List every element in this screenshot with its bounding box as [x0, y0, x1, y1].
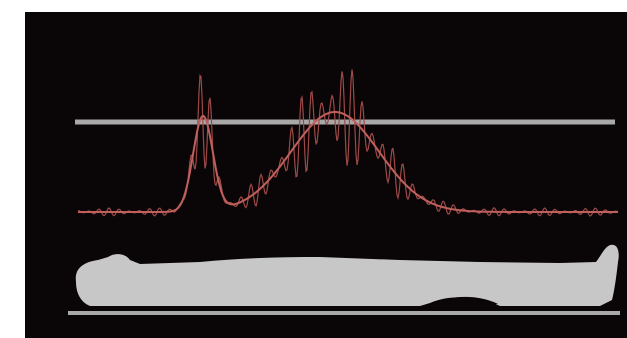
body-shadow	[432, 296, 498, 304]
body-silhouette	[75, 244, 619, 306]
smoothed-signal	[78, 111, 618, 213]
